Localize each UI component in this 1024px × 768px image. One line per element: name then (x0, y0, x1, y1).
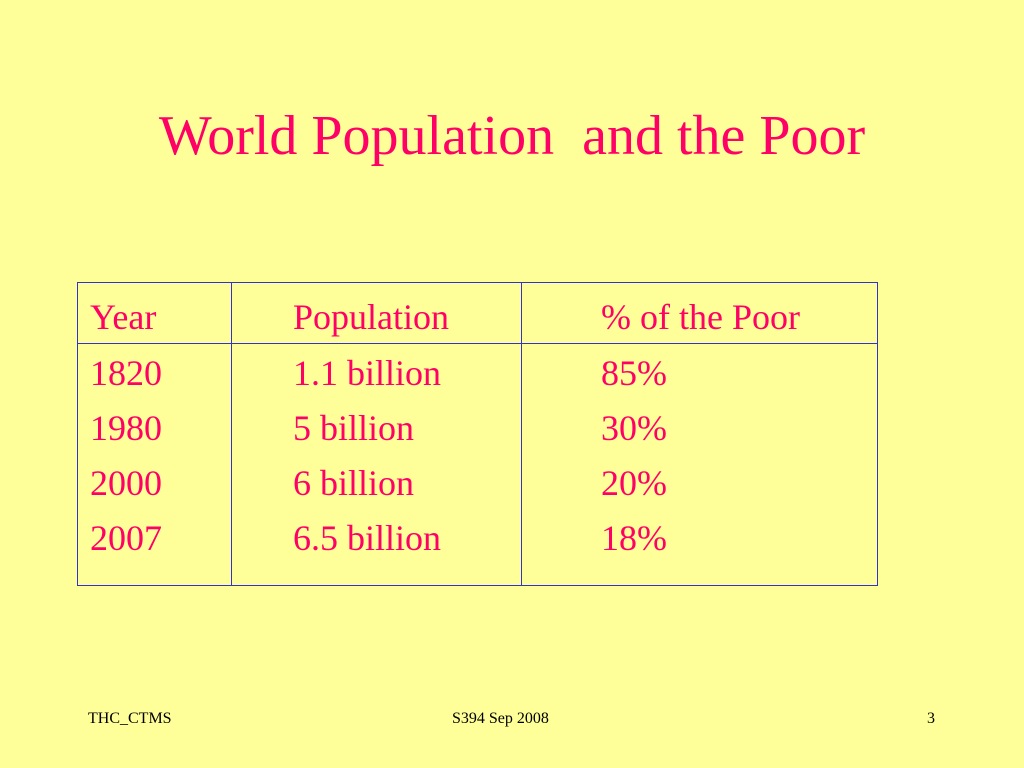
cell-population: 5 billion (293, 408, 415, 448)
cell-year: 2007 (90, 518, 162, 558)
cell-year: 2000 (90, 463, 162, 503)
footer-left: THC_CTMS (88, 710, 172, 727)
header-percent-poor: % of the Poor (601, 297, 800, 337)
footer-center: S394 Sep 2008 (452, 710, 549, 727)
cell-percent-poor: 18% (601, 518, 667, 558)
cell-population: 1.1 billion (293, 353, 442, 393)
column-divider (521, 283, 522, 585)
cell-year: 1820 (90, 353, 162, 393)
header-population: Population (293, 297, 450, 337)
population-table: Year Population % of the Poor 1820 1.1 b… (77, 282, 878, 586)
header-row-divider (78, 343, 877, 344)
footer-page-number: 3 (927, 710, 935, 727)
cell-percent-poor: 20% (601, 463, 667, 503)
column-divider (231, 283, 232, 585)
cell-population: 6 billion (293, 463, 415, 503)
header-year: Year (90, 297, 157, 337)
slide-title: World Population and the Poor (158, 105, 866, 167)
cell-percent-poor: 30% (601, 408, 667, 448)
cell-population: 6.5 billion (293, 518, 442, 558)
cell-percent-poor: 85% (601, 353, 667, 393)
cell-year: 1980 (90, 408, 162, 448)
